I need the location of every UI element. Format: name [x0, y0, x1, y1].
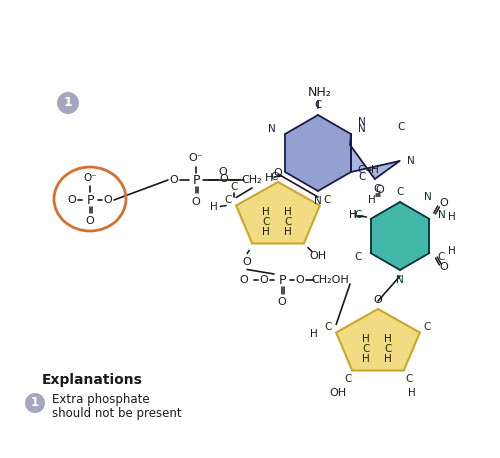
Text: P: P [192, 174, 200, 186]
Text: NH₂: NH₂ [308, 87, 332, 99]
Text: P: P [278, 273, 286, 287]
Text: O: O [170, 175, 178, 185]
Text: N: N [406, 156, 414, 166]
Text: O: O [439, 198, 448, 208]
Text: O: O [192, 197, 200, 207]
Text: H: H [284, 207, 292, 217]
Text: C: C [357, 165, 364, 175]
Text: 1: 1 [31, 397, 39, 409]
Text: H: H [448, 212, 456, 222]
Text: O⁻: O⁻ [83, 173, 97, 183]
Text: P: P [86, 193, 94, 207]
Polygon shape [336, 309, 420, 371]
Text: O: O [274, 168, 282, 178]
Text: O: O [104, 195, 112, 205]
Text: O: O [243, 256, 252, 267]
Text: C: C [423, 322, 430, 333]
Text: C: C [384, 344, 392, 354]
Text: O: O [68, 195, 76, 205]
Text: C: C [373, 184, 380, 194]
Text: C: C [324, 322, 332, 333]
Text: H: H [371, 165, 379, 175]
Text: 1: 1 [64, 97, 72, 109]
Text: H: H [368, 195, 376, 205]
Text: O: O [260, 275, 268, 285]
Text: C: C [224, 196, 232, 206]
Text: CH₂: CH₂ [242, 175, 262, 185]
Text: N: N [396, 275, 404, 285]
Text: O⁻: O⁻ [188, 153, 204, 163]
Text: H: H [265, 173, 274, 183]
Text: C: C [396, 187, 404, 197]
Text: C: C [438, 252, 445, 262]
Text: C: C [355, 252, 362, 262]
Text: C: C [270, 172, 278, 182]
Circle shape [57, 92, 79, 114]
Text: N: N [314, 196, 322, 206]
Text: H: H [210, 202, 218, 213]
Text: H: H [262, 207, 270, 217]
Circle shape [25, 393, 45, 413]
Text: C: C [262, 217, 270, 227]
Text: CH₂OH: CH₂OH [311, 275, 349, 285]
Text: N: N [358, 117, 366, 127]
Polygon shape [236, 182, 320, 244]
Text: H: H [384, 354, 392, 364]
Text: H: H [284, 227, 292, 237]
Text: Explanations: Explanations [42, 373, 143, 387]
Text: Extra phosphate: Extra phosphate [52, 393, 150, 407]
Text: C: C [314, 100, 322, 110]
Text: OH: OH [310, 251, 326, 261]
Text: H: H [348, 210, 356, 220]
Text: H: H [362, 354, 370, 364]
Text: C: C [358, 172, 366, 182]
Text: O: O [240, 275, 248, 285]
Text: C: C [230, 182, 238, 192]
Polygon shape [350, 134, 400, 179]
Text: OH: OH [330, 387, 346, 398]
Text: O: O [86, 216, 94, 226]
Text: N: N [424, 192, 432, 202]
Text: O: O [278, 297, 286, 307]
Text: H: H [448, 246, 456, 256]
Text: C: C [344, 374, 352, 383]
Text: C: C [398, 122, 405, 132]
Text: H: H [384, 334, 392, 344]
Text: C: C [284, 217, 292, 227]
Text: O: O [439, 262, 448, 272]
Text: O: O [220, 174, 228, 184]
Polygon shape [285, 115, 351, 191]
Text: O: O [374, 295, 382, 305]
Text: should not be present: should not be present [52, 408, 182, 420]
Text: O: O [218, 167, 228, 177]
Text: H: H [408, 387, 416, 398]
Text: N: N [358, 124, 366, 134]
Text: N: N [438, 210, 446, 220]
Text: H: H [348, 210, 356, 220]
Text: O: O [296, 275, 304, 285]
Text: C: C [355, 210, 362, 220]
Text: C: C [323, 196, 330, 206]
Text: C: C [362, 344, 370, 354]
Text: H: H [262, 227, 270, 237]
Text: C: C [405, 374, 412, 383]
Text: N: N [268, 124, 276, 134]
Text: H: H [310, 329, 318, 339]
Text: H: H [362, 334, 370, 344]
Polygon shape [370, 202, 430, 270]
Text: O: O [376, 185, 384, 195]
